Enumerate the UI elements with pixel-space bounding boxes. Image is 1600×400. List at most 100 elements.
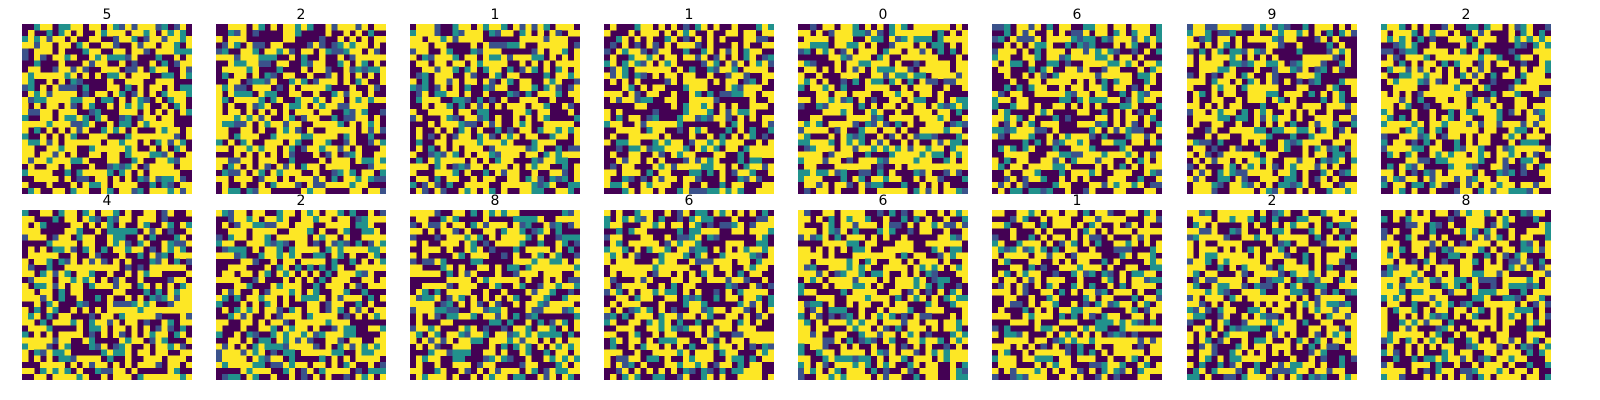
pixel-cell: [288, 127, 296, 134]
pixel-cell: [452, 78, 459, 86]
pixel-cell: [70, 133, 77, 140]
pixel-cell: [343, 145, 350, 152]
pixel-cell: [440, 187, 447, 194]
pixel-cell: [1278, 66, 1285, 73]
pixel-cell: [149, 187, 156, 194]
pixel-cell: [513, 151, 520, 158]
pixel-cell: [131, 228, 138, 235]
pixel-cell: [179, 84, 187, 92]
pixel-cell: [834, 109, 841, 116]
pixel-cell: [64, 234, 71, 241]
pixel-cell: [373, 42, 381, 49]
pixel-cell: [767, 145, 774, 152]
pixel-cell: [1058, 90, 1066, 98]
pixel-cell: [100, 133, 108, 140]
pixel-cell: [543, 151, 550, 158]
pixel-cell: [646, 96, 653, 104]
pixel-cell: [349, 258, 356, 265]
pixel-cell: [852, 115, 860, 122]
pixel-cell: [567, 30, 575, 37]
pixel-cell: [604, 181, 611, 189]
pixel-cell: [246, 133, 253, 140]
pixel-cell: [137, 349, 144, 357]
pixel-cell: [1155, 169, 1162, 177]
pixel-cell: [119, 139, 126, 146]
pixel-cell: [440, 48, 447, 55]
pixel-cell: [1459, 60, 1467, 67]
pixel-cell: [1022, 30, 1029, 37]
pixel-cell: [707, 169, 714, 177]
pixel-cell: [179, 30, 187, 37]
pixel-cell: [943, 187, 951, 194]
pixel-cell: [234, 331, 241, 338]
pixel-cell: [416, 163, 423, 171]
pixel-cell: [610, 181, 617, 189]
pixel-cell: [240, 270, 247, 278]
pixel-cell: [1010, 163, 1017, 171]
pixel-cell: [1125, 133, 1132, 140]
pixel-cell: [1241, 163, 1249, 171]
pixel-cell: [1241, 24, 1249, 31]
pixel-cell: [288, 24, 296, 31]
pixel-cell: [495, 60, 502, 67]
pixel-cell: [1350, 84, 1357, 92]
pixel-cell: [864, 54, 872, 61]
pixel-cell: [349, 96, 356, 104]
pixel-cell: [1137, 54, 1145, 61]
pixel-cell: [167, 163, 175, 171]
pixel-cell: [355, 66, 363, 73]
pixel-cell: [355, 42, 363, 49]
pixel-cell: [343, 163, 350, 171]
pixel-cell: [331, 258, 338, 265]
pixel-cell: [28, 145, 35, 152]
pixel-cell: [1453, 145, 1461, 152]
pixel-cell: [52, 157, 59, 164]
pixel-cell: [464, 145, 472, 152]
pixel-cell: [1320, 90, 1327, 98]
pixel-cell: [828, 96, 835, 104]
pixel-cell: [337, 222, 344, 229]
pixel-cell: [610, 90, 617, 98]
pixel-cell: [343, 319, 350, 326]
pixel-cell: [913, 48, 920, 55]
pixel-cell: [355, 54, 363, 61]
pixel-cell: [240, 228, 247, 235]
pixel-cell: [173, 42, 181, 49]
pixel-cell: [658, 66, 666, 73]
pixel-cell: [149, 234, 156, 241]
pixel-cell: [264, 295, 271, 302]
pixel-cell: [40, 288, 47, 296]
pixel-cell: [1113, 36, 1120, 43]
pixel-cell: [804, 169, 811, 177]
pixel-cell: [131, 145, 138, 152]
pixel-cell: [1211, 121, 1218, 128]
pixel-cell: [1478, 139, 1485, 146]
pixel-cell: [1064, 66, 1072, 73]
pixel-cell: [1028, 42, 1035, 49]
pixel-cell: [1143, 187, 1151, 194]
pixel-cell: [949, 78, 957, 86]
pixel-cell: [288, 115, 296, 122]
pixel-cell: [895, 90, 902, 98]
pixel-cell: [276, 319, 284, 326]
pixel-cell: [1089, 84, 1096, 92]
pixel-cell: [749, 30, 757, 37]
pixel-cell: [1272, 66, 1279, 73]
pixel-cell: [1235, 42, 1242, 49]
pixel-cell: [155, 270, 162, 278]
pixel-cell: [1284, 36, 1291, 43]
pixel-cell: [1004, 60, 1011, 67]
pixel-cell: [379, 109, 386, 116]
pixel-cell: [1278, 187, 1285, 194]
pixel-cell: [34, 313, 41, 320]
pixel-cell: [689, 175, 696, 183]
pixel-cell: [46, 276, 53, 284]
pixel-cell: [1064, 42, 1072, 49]
pixel-cell: [1338, 157, 1346, 164]
pixel-cell: [1453, 30, 1461, 37]
pixel-cell: [1502, 145, 1509, 152]
pixel-cell: [1381, 102, 1388, 110]
pixel-cell: [919, 54, 926, 61]
pixel-cell: [1046, 24, 1054, 31]
pixel-cell: [1217, 151, 1224, 158]
